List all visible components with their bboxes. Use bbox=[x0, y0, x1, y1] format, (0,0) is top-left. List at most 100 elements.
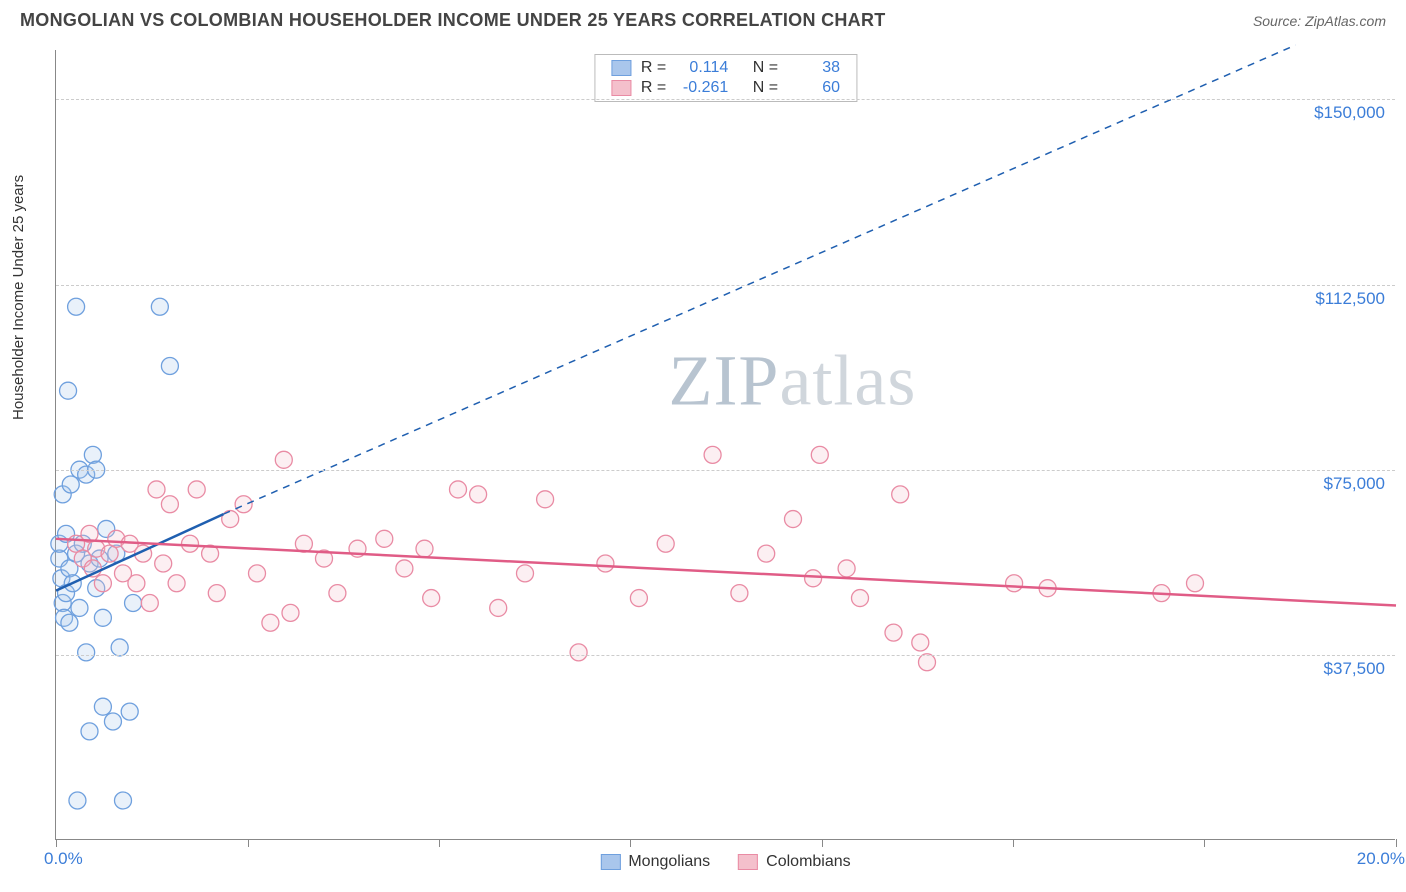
data-point bbox=[262, 614, 279, 631]
data-point bbox=[111, 639, 128, 656]
data-point bbox=[329, 585, 346, 602]
n-value-0: 38 bbox=[788, 59, 840, 77]
data-point bbox=[94, 698, 111, 715]
data-point bbox=[1006, 575, 1023, 592]
data-point bbox=[94, 575, 111, 592]
legend-swatch-0 bbox=[611, 60, 631, 76]
data-point bbox=[570, 644, 587, 661]
data-point bbox=[919, 654, 936, 671]
gridline-h bbox=[56, 285, 1395, 286]
gridline-h bbox=[56, 99, 1395, 100]
r-label-0: R = bbox=[641, 59, 666, 77]
legend-bottom-swatch-1 bbox=[738, 854, 758, 870]
data-point bbox=[249, 565, 266, 582]
data-point bbox=[208, 585, 225, 602]
data-point bbox=[78, 644, 95, 661]
x-tick bbox=[822, 839, 823, 847]
x-tick bbox=[439, 839, 440, 847]
data-point bbox=[470, 486, 487, 503]
x-tick bbox=[56, 839, 57, 847]
data-point bbox=[450, 481, 467, 498]
data-point bbox=[60, 382, 77, 399]
data-point bbox=[81, 723, 98, 740]
data-point bbox=[68, 298, 85, 315]
y-tick-label: $112,500 bbox=[1315, 289, 1385, 309]
data-point bbox=[161, 358, 178, 375]
r-value-0: 0.114 bbox=[676, 59, 728, 77]
x-tick bbox=[1204, 839, 1205, 847]
data-point bbox=[69, 792, 86, 809]
n-label-0: N = bbox=[753, 59, 778, 77]
legend-row-series-1: R = -0.261 N = 60 bbox=[611, 78, 840, 98]
data-point bbox=[416, 540, 433, 557]
data-point bbox=[121, 703, 138, 720]
data-point bbox=[235, 496, 252, 513]
legend-row-series-0: R = 0.114 N = 38 bbox=[611, 58, 840, 78]
legend-bottom-label-1: Colombians bbox=[766, 853, 850, 871]
legend-item-0: Mongolians bbox=[600, 853, 710, 871]
data-point bbox=[188, 481, 205, 498]
data-point bbox=[811, 446, 828, 463]
data-point bbox=[537, 491, 554, 508]
x-axis-min-label: 0.0% bbox=[44, 849, 83, 869]
legend-bottom-swatch-0 bbox=[600, 854, 620, 870]
x-tick bbox=[1013, 839, 1014, 847]
series-legend: Mongolians Colombians bbox=[600, 853, 850, 871]
data-point bbox=[282, 604, 299, 621]
data-point bbox=[148, 481, 165, 498]
data-point bbox=[396, 560, 413, 577]
y-tick-label: $75,000 bbox=[1324, 474, 1385, 494]
data-point bbox=[1187, 575, 1204, 592]
data-point bbox=[94, 609, 111, 626]
correlation-legend: R = 0.114 N = 38 R = -0.261 N = 60 bbox=[594, 54, 857, 102]
data-point bbox=[885, 624, 902, 641]
data-point bbox=[155, 555, 172, 572]
y-tick-label: $150,000 bbox=[1314, 103, 1385, 123]
data-point bbox=[104, 713, 121, 730]
legend-swatch-1 bbox=[611, 80, 631, 96]
data-point bbox=[657, 535, 674, 552]
data-point bbox=[892, 486, 909, 503]
r-value-1: -0.261 bbox=[676, 79, 728, 97]
data-point bbox=[62, 476, 79, 493]
data-point bbox=[704, 446, 721, 463]
chart-title: MONGOLIAN VS COLOMBIAN HOUSEHOLDER INCOM… bbox=[20, 10, 886, 31]
data-point bbox=[597, 555, 614, 572]
gridline-h bbox=[56, 470, 1395, 471]
y-axis-label: Householder Income Under 25 years bbox=[10, 175, 27, 420]
data-point bbox=[423, 590, 440, 607]
data-point bbox=[838, 560, 855, 577]
data-point bbox=[785, 511, 802, 528]
y-tick-label: $37,500 bbox=[1324, 659, 1385, 679]
data-point bbox=[125, 595, 142, 612]
data-point bbox=[128, 575, 145, 592]
data-point bbox=[852, 590, 869, 607]
data-point bbox=[517, 565, 534, 582]
data-point bbox=[71, 599, 88, 616]
scatter-plot-svg bbox=[56, 50, 1395, 839]
data-point bbox=[115, 792, 132, 809]
n-label-1: N = bbox=[753, 79, 778, 97]
gridline-h bbox=[56, 655, 1395, 656]
legend-item-1: Colombians bbox=[738, 853, 850, 871]
data-point bbox=[758, 545, 775, 562]
source-attribution: Source: ZipAtlas.com bbox=[1253, 13, 1386, 29]
x-tick bbox=[630, 839, 631, 847]
data-point bbox=[376, 530, 393, 547]
data-point bbox=[912, 634, 929, 651]
data-point bbox=[161, 496, 178, 513]
data-point bbox=[731, 585, 748, 602]
data-point bbox=[630, 590, 647, 607]
data-point bbox=[182, 535, 199, 552]
data-point bbox=[141, 595, 158, 612]
legend-bottom-label-0: Mongolians bbox=[628, 853, 710, 871]
data-point bbox=[84, 446, 101, 463]
source-name: ZipAtlas.com bbox=[1305, 13, 1386, 29]
x-tick bbox=[248, 839, 249, 847]
data-point bbox=[61, 614, 78, 631]
source-label: Source: bbox=[1253, 13, 1305, 29]
data-point bbox=[805, 570, 822, 587]
n-value-1: 60 bbox=[788, 79, 840, 97]
data-point bbox=[168, 575, 185, 592]
data-point bbox=[490, 599, 507, 616]
